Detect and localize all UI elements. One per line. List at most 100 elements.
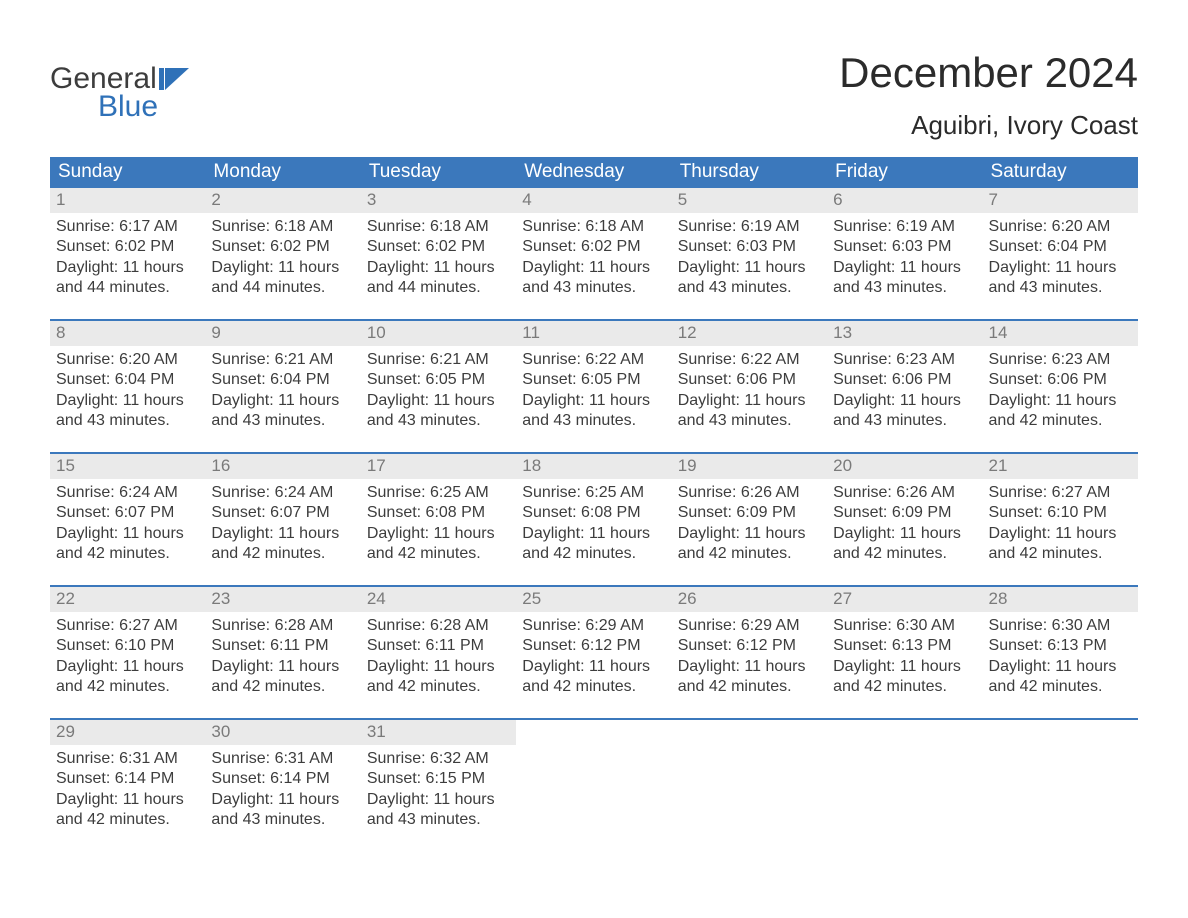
daylight-label: Daylight:: [522, 259, 589, 276]
daylight-label: Daylight:: [522, 392, 589, 409]
sunrise-label: Sunrise:: [211, 617, 274, 634]
calendar-day: 27Sunrise: 6:30 AMSunset: 6:13 PMDayligh…: [827, 587, 982, 719]
sunrise-value: 6:25 AM: [430, 484, 489, 501]
calendar-day: 26Sunrise: 6:29 AMSunset: 6:12 PMDayligh…: [672, 587, 827, 719]
sunset-value: 6:02 PM: [581, 238, 641, 255]
weekday-header-row: Sunday Monday Tuesday Wednesday Thursday…: [50, 157, 1138, 188]
sunrise-label: Sunrise:: [367, 617, 430, 634]
sunset-label: Sunset:: [211, 770, 270, 787]
daylight-label: Daylight:: [678, 259, 745, 276]
sunset-value: 6:03 PM: [892, 238, 952, 255]
day-number: 19: [672, 454, 827, 478]
sunset-label: Sunset:: [678, 238, 737, 255]
calendar-day: 19Sunrise: 6:26 AMSunset: 6:09 PMDayligh…: [672, 454, 827, 586]
sunset-value: 6:10 PM: [1047, 504, 1107, 521]
day-number: 13: [827, 321, 982, 345]
calendar-day: 2Sunrise: 6:18 AMSunset: 6:02 PMDaylight…: [205, 188, 360, 320]
daylight-label: Daylight:: [833, 525, 900, 542]
day-detail: Sunrise: 6:19 AMSunset: 6:03 PMDaylight:…: [672, 213, 827, 299]
sunrise-label: Sunrise:: [211, 750, 274, 767]
day-number: 20: [827, 454, 982, 478]
sunrise-value: 6:23 AM: [1052, 351, 1111, 368]
day-number: 24: [361, 587, 516, 611]
calendar-day: 12Sunrise: 6:22 AMSunset: 6:06 PMDayligh…: [672, 321, 827, 453]
calendar-day: 3Sunrise: 6:18 AMSunset: 6:02 PMDaylight…: [361, 188, 516, 320]
sunset-label: Sunset:: [367, 637, 426, 654]
sunrise-value: 6:27 AM: [119, 617, 178, 634]
day-number: 9: [205, 321, 360, 345]
sunset-value: 6:04 PM: [270, 371, 330, 388]
sunrise-value: 6:29 AM: [585, 617, 644, 634]
sunrise-value: 6:31 AM: [275, 750, 334, 767]
sunrise-label: Sunrise:: [833, 617, 896, 634]
sunrise-label: Sunrise:: [56, 617, 119, 634]
sunset-value: 6:07 PM: [270, 504, 330, 521]
sunrise-label: Sunrise:: [989, 351, 1052, 368]
calendar-day: 17Sunrise: 6:25 AMSunset: 6:08 PMDayligh…: [361, 454, 516, 586]
sunset-label: Sunset:: [211, 637, 270, 654]
day-detail: Sunrise: 6:26 AMSunset: 6:09 PMDaylight:…: [672, 479, 827, 565]
calendar-week: 29Sunrise: 6:31 AMSunset: 6:14 PMDayligh…: [50, 720, 1138, 852]
calendar-day: 15Sunrise: 6:24 AMSunset: 6:07 PMDayligh…: [50, 454, 205, 586]
sunset-label: Sunset:: [56, 504, 115, 521]
weekday-header: Thursday: [672, 157, 827, 188]
sunset-label: Sunset:: [989, 238, 1048, 255]
day-number: 28: [983, 587, 1138, 611]
day-detail: Sunrise: 6:25 AMSunset: 6:08 PMDaylight:…: [516, 479, 671, 565]
calendar-day: [672, 720, 827, 852]
day-detail: Sunrise: 6:30 AMSunset: 6:13 PMDaylight:…: [827, 612, 982, 698]
sunrise-label: Sunrise:: [678, 484, 741, 501]
sunrise-value: 6:30 AM: [1052, 617, 1111, 634]
sunrise-value: 6:22 AM: [585, 351, 644, 368]
daylight-label: Daylight:: [989, 259, 1056, 276]
daylight-label: Daylight:: [56, 658, 123, 675]
daylight-label: Daylight:: [678, 392, 745, 409]
sunrise-label: Sunrise:: [211, 351, 274, 368]
day-number: 21: [983, 454, 1138, 478]
sunset-value: 6:11 PM: [426, 637, 484, 654]
calendar-day: 23Sunrise: 6:28 AMSunset: 6:11 PMDayligh…: [205, 587, 360, 719]
daylight-label: Daylight:: [989, 392, 1056, 409]
sunset-value: 6:03 PM: [736, 238, 796, 255]
calendar-day: [983, 720, 1138, 852]
sunset-value: 6:02 PM: [115, 238, 175, 255]
sunset-value: 6:05 PM: [426, 371, 486, 388]
daylight-label: Daylight:: [833, 392, 900, 409]
location: Aguibri, Ivory Coast: [839, 110, 1138, 141]
sunrise-value: 6:23 AM: [896, 351, 955, 368]
calendar-day: 5Sunrise: 6:19 AMSunset: 6:03 PMDaylight…: [672, 188, 827, 320]
daylight-label: Daylight:: [989, 658, 1056, 675]
sunset-value: 6:08 PM: [426, 504, 486, 521]
sunrise-value: 6:24 AM: [275, 484, 334, 501]
daylight-label: Daylight:: [989, 525, 1056, 542]
sunrise-value: 6:18 AM: [585, 218, 644, 235]
calendar-day: [827, 720, 982, 852]
sunrise-value: 6:20 AM: [119, 351, 178, 368]
sunset-label: Sunset:: [56, 770, 115, 787]
daylight-label: Daylight:: [367, 259, 434, 276]
calendar-day: 6Sunrise: 6:19 AMSunset: 6:03 PMDaylight…: [827, 188, 982, 320]
day-detail: Sunrise: 6:24 AMSunset: 6:07 PMDaylight:…: [205, 479, 360, 565]
sunrise-label: Sunrise:: [367, 484, 430, 501]
calendar-week: 15Sunrise: 6:24 AMSunset: 6:07 PMDayligh…: [50, 454, 1138, 586]
sunset-label: Sunset:: [56, 238, 115, 255]
sunset-label: Sunset:: [211, 371, 270, 388]
sunrise-value: 6:19 AM: [741, 218, 800, 235]
calendar-day: 22Sunrise: 6:27 AMSunset: 6:10 PMDayligh…: [50, 587, 205, 719]
calendar-week: 22Sunrise: 6:27 AMSunset: 6:10 PMDayligh…: [50, 587, 1138, 719]
calendar-day: 1Sunrise: 6:17 AMSunset: 6:02 PMDaylight…: [50, 188, 205, 320]
day-detail: Sunrise: 6:25 AMSunset: 6:08 PMDaylight:…: [361, 479, 516, 565]
day-number: 7: [983, 188, 1138, 212]
sunrise-label: Sunrise:: [522, 484, 585, 501]
daylight-label: Daylight:: [678, 658, 745, 675]
sunrise-label: Sunrise:: [211, 218, 274, 235]
sunset-label: Sunset:: [522, 238, 581, 255]
day-detail: Sunrise: 6:31 AMSunset: 6:14 PMDaylight:…: [50, 745, 205, 831]
daylight-label: Daylight:: [56, 791, 123, 808]
weekday-header: Tuesday: [361, 157, 516, 188]
sunrise-label: Sunrise:: [833, 351, 896, 368]
sunrise-label: Sunrise:: [678, 617, 741, 634]
day-detail: Sunrise: 6:19 AMSunset: 6:03 PMDaylight:…: [827, 213, 982, 299]
calendar-day: 24Sunrise: 6:28 AMSunset: 6:11 PMDayligh…: [361, 587, 516, 719]
calendar-day: 20Sunrise: 6:26 AMSunset: 6:09 PMDayligh…: [827, 454, 982, 586]
